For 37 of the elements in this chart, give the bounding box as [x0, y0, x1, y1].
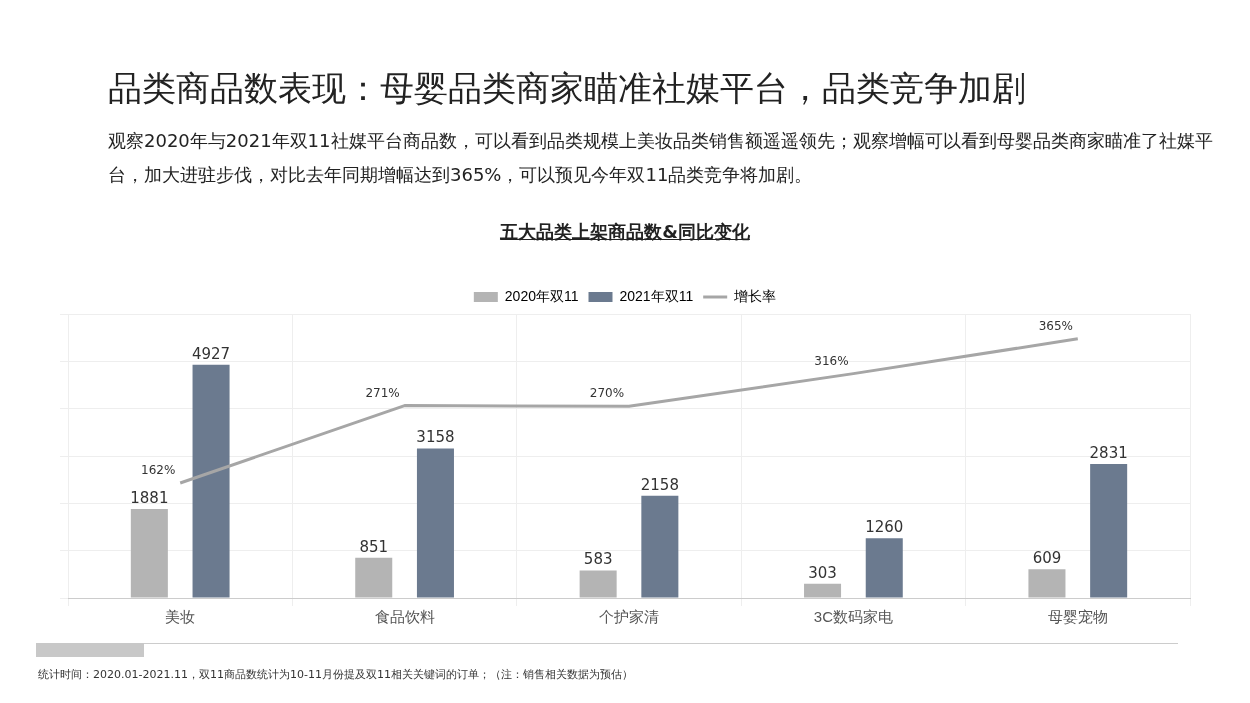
data-label: 2158: [640, 475, 679, 494]
data-label: 1260: [865, 518, 904, 537]
bar: [641, 495, 679, 598]
data-label: 609: [1032, 549, 1062, 568]
x-tick-label: 个护家清: [599, 608, 659, 626]
legend-label: 2021年双11: [619, 287, 694, 304]
chart-title: 品类商品数表现：母婴品类商家瞄准社媒平台，品类竞争加剧: [108, 67, 1026, 110]
bar: [579, 570, 617, 598]
x-tick-label: 母婴宠物: [1047, 608, 1108, 626]
text: 统计时间：2020.01-2021.11，双11商品数统计为10-11月份提及双11相关关键词的订单；（注：销售相关数据为预估）: [38, 667, 633, 682]
data-label: 851: [359, 537, 389, 556]
data-label: 1881: [130, 488, 169, 507]
legend-label: 增长率: [733, 287, 777, 304]
bar: [1028, 569, 1066, 598]
data-label: 162%: [141, 463, 176, 478]
data-label: 3158: [416, 428, 455, 447]
bar: [416, 448, 454, 598]
data-label: 303: [808, 563, 837, 582]
data-label: 365%: [1038, 318, 1073, 333]
chart-subtitle: 观察2020年与2021年双11社媒平台商品数，可以看到品类规模上美妆品类销售额遥遥领先；观察增幅可以看到母婴品类商家瞄准了社媒平台，加大进驻步伐，对比去年同期增幅达到365%，可以预见今年双11品类竞争将加剧。: [108, 129, 1214, 187]
x-tick-label: 食品饮料: [374, 608, 435, 626]
data-label: 2831: [1089, 443, 1128, 462]
bar: [1090, 464, 1128, 598]
bar: [355, 557, 393, 598]
bar: [130, 508, 168, 598]
bar: [192, 364, 230, 598]
text: 五大品类上架商品数&同比变化: [499, 220, 751, 244]
x-tick-label: 美妆: [165, 608, 196, 626]
bar: [804, 583, 842, 598]
data-label: 583: [583, 550, 613, 569]
legend-label: 2020年双11: [504, 287, 579, 304]
bar: [865, 538, 903, 598]
data-label: 4927: [191, 344, 231, 363]
data-label: 271%: [365, 385, 400, 400]
data-label: 270%: [589, 386, 625, 401]
data-label: 316%: [814, 353, 849, 368]
x-tick-label: 3C数码家电: [813, 608, 893, 626]
